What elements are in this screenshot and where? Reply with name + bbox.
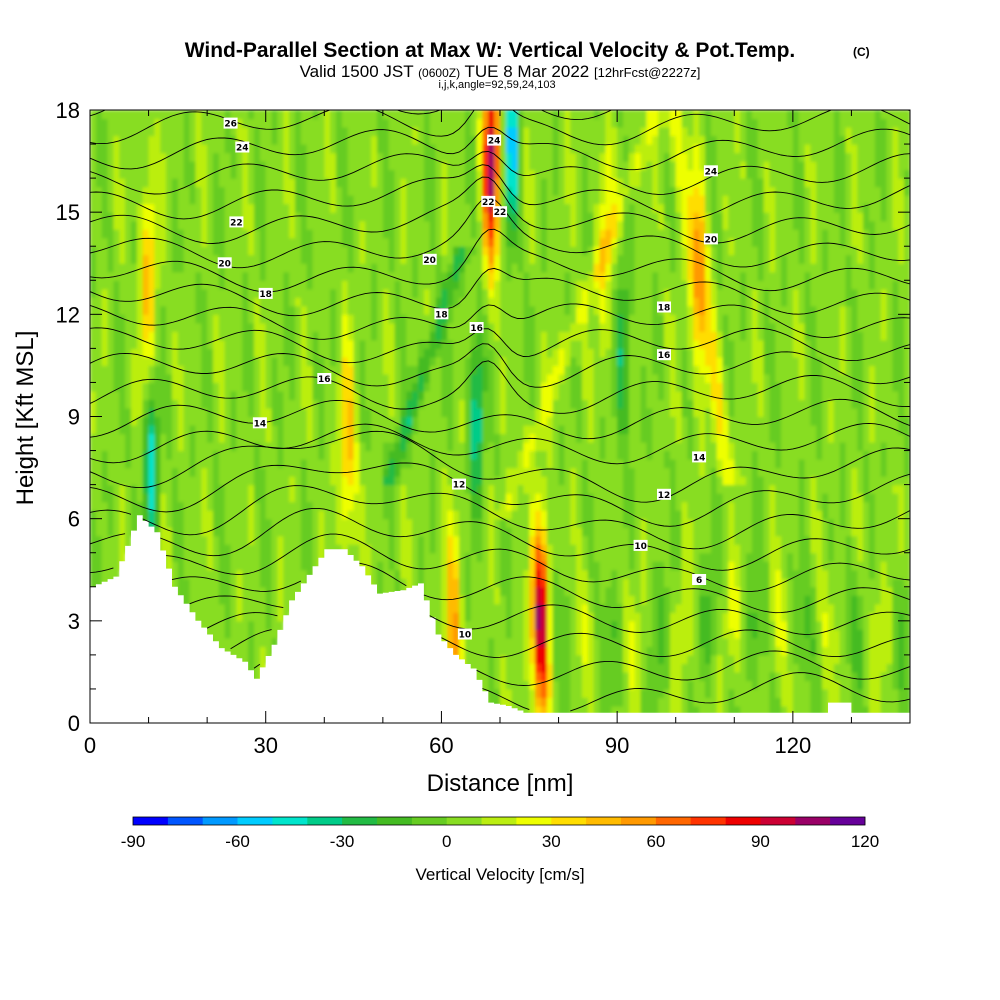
- colorbar-swatch: [481, 817, 517, 825]
- theta-contour-label: 24: [487, 134, 502, 147]
- theta-contour-label: 24: [703, 165, 718, 177]
- colorbar-swatch: [307, 817, 343, 825]
- y-tick-label: 3: [68, 609, 80, 634]
- colorbar-tick-label: 60: [646, 832, 665, 851]
- colorbar-swatch: [411, 817, 448, 825]
- theta-contour-label: 12: [657, 488, 671, 501]
- valid-date: TUE 8 Mar 2022: [465, 62, 590, 81]
- colorbar-swatch: [621, 817, 657, 825]
- x-tick-label: 90: [605, 733, 629, 758]
- colorbar-swatch: [237, 817, 273, 825]
- x-tick-label: 30: [253, 733, 277, 758]
- theta-contour-label: 22: [481, 195, 496, 208]
- colorbar-swatch: [586, 817, 622, 825]
- y-tick-label: 0: [68, 711, 80, 736]
- colorbar-swatch: [516, 817, 552, 825]
- y-tick-label: 9: [68, 405, 80, 430]
- theta-contour-label: 10: [457, 628, 472, 641]
- colorbar-swatch: [377, 817, 413, 825]
- theta-contour-label: 24: [235, 141, 250, 154]
- theta-contour-label: 14: [252, 417, 267, 429]
- x-tick-label: 120: [774, 733, 811, 758]
- colorbar-swatch: [690, 817, 726, 825]
- x-tick-label: 60: [429, 733, 453, 758]
- colorbar-tick-label: 120: [851, 832, 879, 851]
- colorbar-swatch: [342, 817, 378, 825]
- colorbar-tick-label: 0: [442, 832, 451, 851]
- colorbar-tick-label: -90: [121, 832, 146, 851]
- velocity-field: [90, 110, 910, 723]
- colorbar-tick-label: 30: [542, 832, 561, 851]
- y-tick-label: 18: [56, 98, 80, 123]
- y-tick-label: 6: [68, 507, 80, 532]
- valid-time: Valid 1500 JST: [300, 62, 414, 81]
- y-tick-label: 12: [56, 302, 80, 327]
- terrain: [90, 515, 910, 723]
- colorbar-swatch: [760, 817, 796, 825]
- colorbar-swatch: [551, 817, 587, 825]
- chart-title: Wind-Parallel Section at Max W: Vertical…: [185, 39, 796, 62]
- y-tick-label: 15: [56, 200, 80, 225]
- colorbar-swatch: [795, 817, 831, 825]
- colorbar-frame: [132, 816, 866, 826]
- colorbar-swatch: [133, 817, 169, 825]
- theta-contour-label: 20: [422, 253, 437, 266]
- theta-contour-label: 10: [633, 539, 648, 552]
- colorbar-swatch: [167, 817, 204, 825]
- theta-contour-label: 18: [657, 301, 671, 314]
- theta-contour-label: 6: [692, 574, 707, 586]
- theta-contour-label: 20: [703, 233, 718, 245]
- theta-contour-label: 20: [217, 257, 232, 269]
- colorbar-swatch: [725, 817, 761, 825]
- copyright-mark: (C): [853, 45, 870, 59]
- colorbar-tick-label: -30: [330, 832, 355, 851]
- colorbar-swatch: [272, 817, 308, 825]
- colorbar-swatch: [655, 817, 692, 825]
- theta-contour-label: 26: [223, 117, 238, 130]
- utc-time: (0600Z): [418, 66, 460, 80]
- colorbar-swatch: [202, 817, 238, 825]
- theta-contour-label: 16: [657, 349, 671, 361]
- colorbar-swatch: [446, 817, 482, 825]
- chart-subtitle: Valid 1500 JST (0600Z) TUE 8 Mar 2022 [1…: [300, 62, 701, 81]
- x-tick-label: 0: [84, 733, 96, 758]
- axes: 0 30 60 90 120 0 3 6 9 12 15 18: [56, 98, 911, 758]
- colorbar-swatch: [830, 817, 866, 825]
- y-axis-label: Height [Kft MSL]: [12, 331, 39, 506]
- theta-contour-label: 16: [317, 373, 332, 385]
- colorbar-tick-label: 90: [751, 832, 770, 851]
- theta-contour-label: 14: [692, 451, 707, 463]
- theta-contour-label: 22: [493, 206, 507, 218]
- theta-contour-label: 12: [452, 478, 466, 491]
- colorbar: -90 -60 -30 0 30 60 90 120: [121, 816, 879, 851]
- theta-contour-label: 16: [469, 322, 484, 334]
- grid-indices: i,j,k,angle=92,59,24,103: [438, 79, 555, 91]
- x-axis-label: Distance [nm]: [427, 770, 574, 797]
- forecast-info: [12hrFcst@2227z]: [594, 65, 700, 80]
- colorbar-tick-label: -60: [225, 832, 250, 851]
- theta-contour-label: 18: [258, 287, 273, 300]
- colorbar-title: Vertical Velocity [cm/s]: [415, 865, 584, 884]
- theta-contour-label: 22: [229, 216, 244, 228]
- theta-contour-label: 18: [434, 308, 449, 320]
